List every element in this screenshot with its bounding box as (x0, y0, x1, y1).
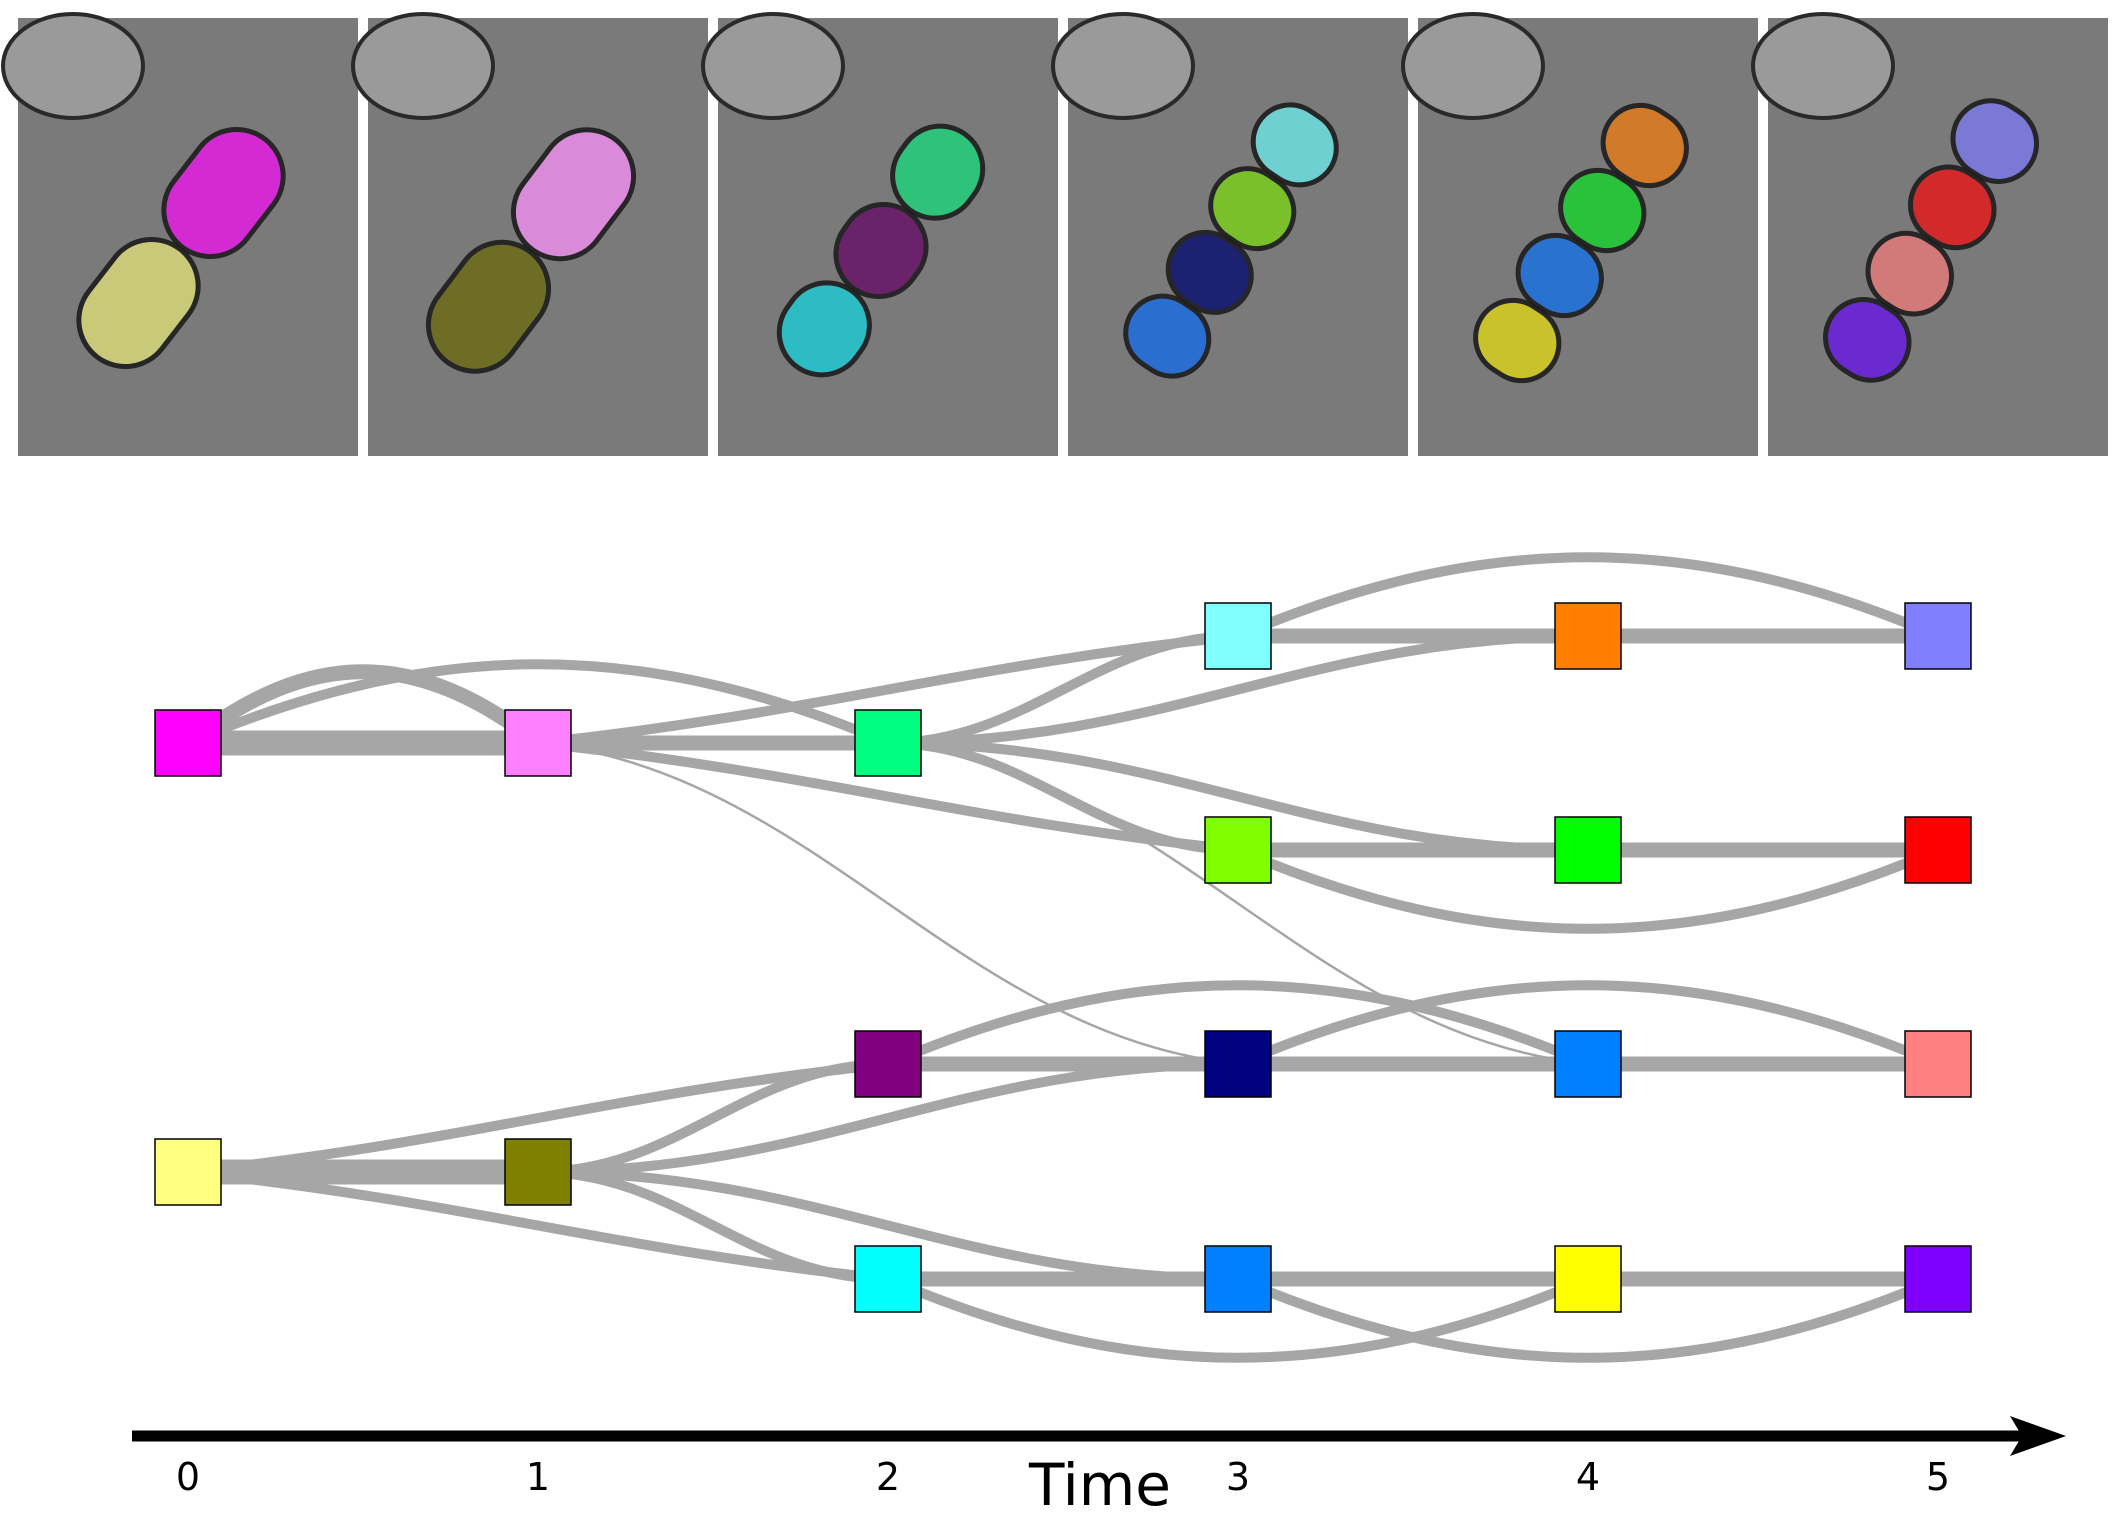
lineage-node-t3c (1204, 1030, 1272, 1098)
segmented-cell (890, 123, 986, 221)
segmented-cell (161, 126, 286, 260)
frame-4 (1401, 12, 1758, 456)
lineage-edge (883, 1274, 1593, 1363)
lineage-node-t3d (1204, 1245, 1272, 1313)
background-cell (1401, 12, 1545, 120)
lineage-node-t5c (1904, 1030, 1972, 1098)
segmented-cell (425, 239, 552, 374)
lineage-node-t4d (1554, 1245, 1622, 1313)
lineage-edge (533, 631, 1243, 748)
lineage-node-t5b (1904, 816, 1972, 884)
lineage-node-t2a (854, 709, 922, 777)
nodes (154, 602, 1972, 1313)
tick-label-3: 3 (1226, 1455, 1250, 1499)
segmented-cell (76, 236, 201, 370)
lineage-node-t0a (154, 709, 222, 777)
frame-3 (1051, 12, 1408, 456)
segmented-cell (1208, 166, 1297, 252)
tick-label-5: 5 (1926, 1455, 1950, 1499)
tick-labels: 0 1 2 3 4 5 (176, 1455, 1950, 1499)
axis-arrow-icon (2010, 1416, 2066, 1456)
lineage-edge (1233, 980, 1943, 1069)
lineage-node-t3b (1204, 816, 1272, 884)
lineage-edge (1233, 845, 1943, 934)
microscopy-frames (1, 12, 2108, 456)
tick-label-4: 4 (1576, 1455, 1600, 1499)
lineage-node-t2c (854, 1245, 922, 1313)
segmented-cell (1907, 164, 1997, 251)
segmented-cell (1600, 102, 1689, 189)
segmented-cell (776, 280, 872, 378)
frame-1 (351, 12, 708, 456)
lineage-node-t5a (1904, 602, 1972, 670)
frame-0 (1, 12, 358, 456)
segmented-cell (1822, 297, 1912, 383)
tick-label-1: 1 (526, 1455, 550, 1499)
segmented-cell (1123, 293, 1212, 379)
lineage-edge (533, 738, 1243, 855)
frame-2 (701, 12, 1058, 456)
edges (175, 552, 1946, 1363)
lineage-edge (183, 1059, 893, 1177)
axis-title: Time (1028, 1451, 1171, 1519)
background-cell (1751, 12, 1895, 120)
segmented-cell (1558, 167, 1647, 254)
background-cell (1051, 12, 1195, 120)
tick-label-2: 2 (876, 1455, 900, 1499)
segmented-cell (1165, 229, 1254, 315)
lineage-node-t4b (1554, 816, 1622, 884)
lineage-node-t0b (154, 1138, 222, 1206)
segmented-cell (510, 127, 637, 262)
lineage-edge (183, 1167, 893, 1284)
segmented-cell (1473, 297, 1562, 384)
lineage-edge (883, 980, 1593, 1069)
time-axis: 0 1 2 3 4 5 Time (132, 1416, 2066, 1519)
lineage-edge (1233, 552, 1943, 641)
lineage-edge (1233, 1274, 1943, 1363)
tick-label-0: 0 (176, 1455, 200, 1499)
segmented-cell (1515, 232, 1604, 319)
segmented-cell (1250, 102, 1339, 188)
segmented-cell (1865, 230, 1955, 317)
lineage-node-t4a (1554, 602, 1622, 670)
background-cell (351, 12, 495, 120)
lineage-node-t3a (1204, 602, 1272, 670)
background-cell (701, 12, 845, 120)
background-cell (1, 12, 145, 120)
lineage-node-t1a (504, 709, 572, 777)
lineage-edge (886, 741, 1590, 1066)
lineage-edge (180, 664, 546, 751)
lineage-node-t2b (854, 1030, 922, 1098)
lineage-edge (536, 741, 1240, 1066)
segmented-cell (1950, 98, 2040, 184)
segmented-cell (833, 201, 929, 300)
lineage-node-t5d (1904, 1245, 1972, 1313)
frame-5 (1751, 12, 2108, 456)
lineage-node-t1b (504, 1138, 572, 1206)
lineage-node-t4c (1554, 1030, 1622, 1098)
